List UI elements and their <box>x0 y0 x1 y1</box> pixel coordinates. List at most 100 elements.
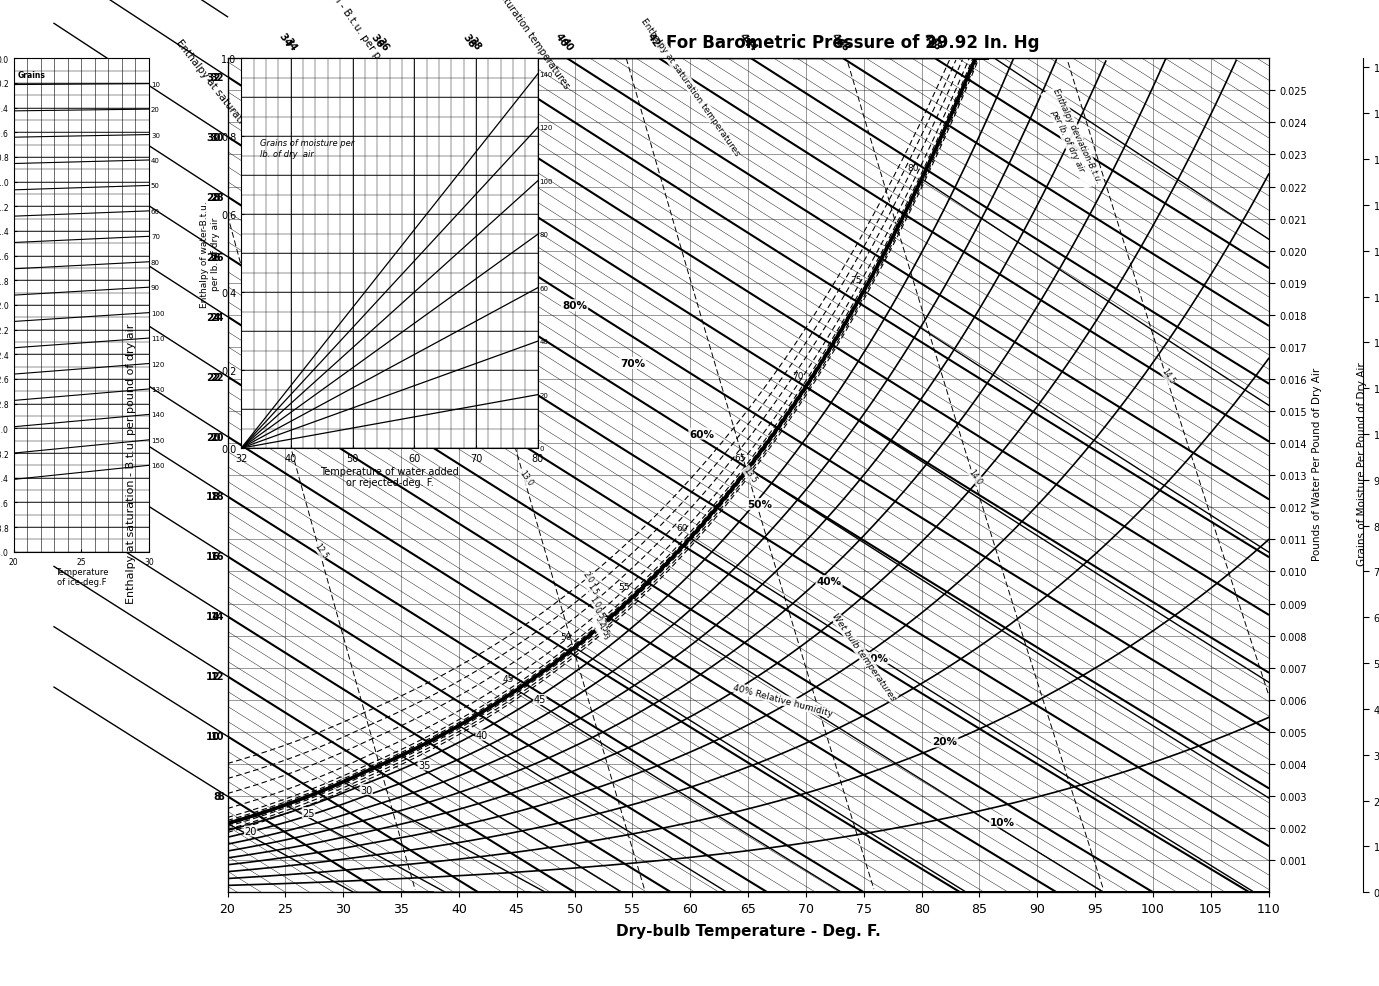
Text: 20: 20 <box>211 432 223 442</box>
Text: 34: 34 <box>277 32 294 49</box>
Text: 46: 46 <box>836 35 851 53</box>
Text: 32: 32 <box>211 73 223 83</box>
Text: 40% Relative humidity: 40% Relative humidity <box>732 682 834 718</box>
Text: 35: 35 <box>418 760 430 770</box>
Text: 40: 40 <box>539 339 549 345</box>
Text: 30: 30 <box>150 132 160 138</box>
Text: 70%: 70% <box>621 359 645 369</box>
Text: 120: 120 <box>539 125 553 131</box>
Text: 24: 24 <box>205 313 221 322</box>
Text: 0.5: 0.5 <box>592 605 607 620</box>
Text: 65: 65 <box>734 454 746 462</box>
Text: 18: 18 <box>205 492 221 502</box>
Text: 20: 20 <box>205 432 221 442</box>
Text: 34: 34 <box>283 35 299 53</box>
Text: 140: 140 <box>539 72 553 78</box>
Text: 14: 14 <box>211 611 223 622</box>
Text: Enthalpy at saturation temperatures: Enthalpy at saturation temperatures <box>638 17 742 158</box>
Text: 2.0: 2.0 <box>582 570 596 585</box>
Text: 16: 16 <box>205 552 221 562</box>
Text: 130: 130 <box>150 387 164 392</box>
Text: 80%: 80% <box>563 301 587 311</box>
Text: 80: 80 <box>907 165 920 174</box>
Text: Enthalpy at saturation - B.t.u. per pound of dry air: Enthalpy at saturation - B.t.u. per poun… <box>268 0 426 123</box>
Text: Grains of moisture per
lb. of dry  air: Grains of moisture per lb. of dry air <box>259 139 354 159</box>
Text: 30%: 30% <box>863 654 888 664</box>
Text: 45: 45 <box>503 674 514 683</box>
Text: 100: 100 <box>539 178 553 184</box>
Text: 10%: 10% <box>990 816 1015 827</box>
Text: 44: 44 <box>736 32 753 49</box>
Text: 0.1: 0.1 <box>593 616 607 631</box>
Text: 26: 26 <box>205 252 221 262</box>
Text: 25: 25 <box>302 808 314 817</box>
Text: 13.0: 13.0 <box>517 468 535 487</box>
Text: 60: 60 <box>677 524 688 532</box>
Text: 140: 140 <box>150 412 164 418</box>
Text: 8: 8 <box>214 792 221 802</box>
Text: 30: 30 <box>211 132 223 143</box>
Text: 28: 28 <box>205 192 221 202</box>
Text: 10: 10 <box>205 732 221 741</box>
Text: 48: 48 <box>921 32 938 49</box>
Text: 32: 32 <box>205 73 221 83</box>
Text: 20: 20 <box>150 107 160 113</box>
Text: 30: 30 <box>360 785 372 795</box>
Y-axis label: Enthalpy of water-B.t.u.
per lb. of dry air: Enthalpy of water-B.t.u. per lb. of dry … <box>200 200 219 308</box>
Text: 14.0: 14.0 <box>967 467 985 486</box>
Text: Enthalpy at saturation - B.t.u. per pound of dry air: Enthalpy at saturation - B.t.u. per poun… <box>125 323 137 603</box>
Text: -0.1: -0.1 <box>593 620 610 637</box>
X-axis label: Temperature
of ice-deg.F: Temperature of ice-deg.F <box>55 567 108 587</box>
Text: 60%: 60% <box>690 429 714 439</box>
Text: 50%: 50% <box>747 500 772 510</box>
Text: Pounds of Water Per Pound of Dry Air: Pounds of Water Per Pound of Dry Air <box>1311 367 1322 560</box>
X-axis label: Temperature of water added
or rejected-deg. F.: Temperature of water added or rejected-d… <box>320 466 459 488</box>
X-axis label: Dry-bulb Temperature - Deg. F.: Dry-bulb Temperature - Deg. F. <box>616 923 880 939</box>
Text: 12: 12 <box>205 671 221 681</box>
Text: 48: 48 <box>927 35 943 53</box>
Text: 8: 8 <box>217 792 223 802</box>
Text: 90%: 90% <box>492 256 517 266</box>
Text: 160: 160 <box>150 462 164 468</box>
Text: 20: 20 <box>244 826 256 836</box>
Text: 13.5: 13.5 <box>742 465 758 485</box>
Text: 45: 45 <box>534 695 546 705</box>
Text: 24: 24 <box>211 313 223 322</box>
Text: 0: 0 <box>539 446 545 452</box>
Text: 38: 38 <box>467 35 483 53</box>
Text: Grains of Moisture Per Pound of Dry Air: Grains of Moisture Per Pound of Dry Air <box>1357 362 1368 565</box>
Text: 120: 120 <box>150 361 164 367</box>
Text: 40: 40 <box>553 32 570 49</box>
Text: 50: 50 <box>561 632 572 642</box>
Text: 0.05: 0.05 <box>593 614 610 634</box>
Text: Saturation temperatures: Saturation temperatures <box>494 0 571 92</box>
Text: 28: 28 <box>211 192 223 202</box>
Text: 10: 10 <box>150 82 160 88</box>
Text: 75: 75 <box>849 276 862 285</box>
Text: -0.3: -0.3 <box>594 624 611 642</box>
Text: Wet bulb temperatures: Wet bulb temperatures <box>830 611 898 702</box>
Text: 80: 80 <box>150 259 160 265</box>
Text: 40: 40 <box>150 158 160 164</box>
Text: 10: 10 <box>211 732 223 741</box>
Text: 70: 70 <box>792 372 804 381</box>
Text: 1.0: 1.0 <box>587 594 603 609</box>
Text: 12.5: 12.5 <box>313 541 330 560</box>
Text: 22: 22 <box>205 372 221 383</box>
Text: 42: 42 <box>651 35 667 53</box>
Text: 1.5: 1.5 <box>585 582 600 597</box>
Text: 100: 100 <box>150 311 164 317</box>
Text: For Barometric Pressure of 29.92 In. Hg: For Barometric Pressure of 29.92 In. Hg <box>666 35 1040 52</box>
Text: 18: 18 <box>211 492 223 502</box>
Text: 16: 16 <box>211 552 223 562</box>
Text: 14: 14 <box>205 611 221 622</box>
Text: 30: 30 <box>205 132 221 143</box>
Text: Enthalpy at saturation - B.t.u. per pound of dry air: Enthalpy at saturation - B.t.u. per poun… <box>174 37 343 250</box>
Text: 36: 36 <box>370 32 386 49</box>
Text: 26: 26 <box>211 252 223 262</box>
Text: Grains: Grains <box>18 71 46 80</box>
Text: 36: 36 <box>375 35 392 53</box>
Text: 55: 55 <box>619 583 630 592</box>
Text: Enthalpy deviation-B.t.u.
per lb. of dry air: Enthalpy deviation-B.t.u. per lb. of dry… <box>1041 88 1103 189</box>
Text: 40: 40 <box>476 731 488 740</box>
